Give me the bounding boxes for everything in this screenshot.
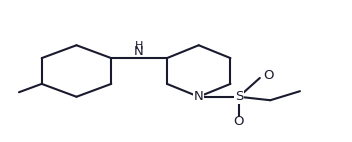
Text: O: O xyxy=(263,69,274,82)
Text: H: H xyxy=(135,41,143,51)
Text: O: O xyxy=(234,115,244,128)
Text: N: N xyxy=(134,45,144,58)
Text: S: S xyxy=(235,90,243,103)
Text: N: N xyxy=(194,90,203,103)
